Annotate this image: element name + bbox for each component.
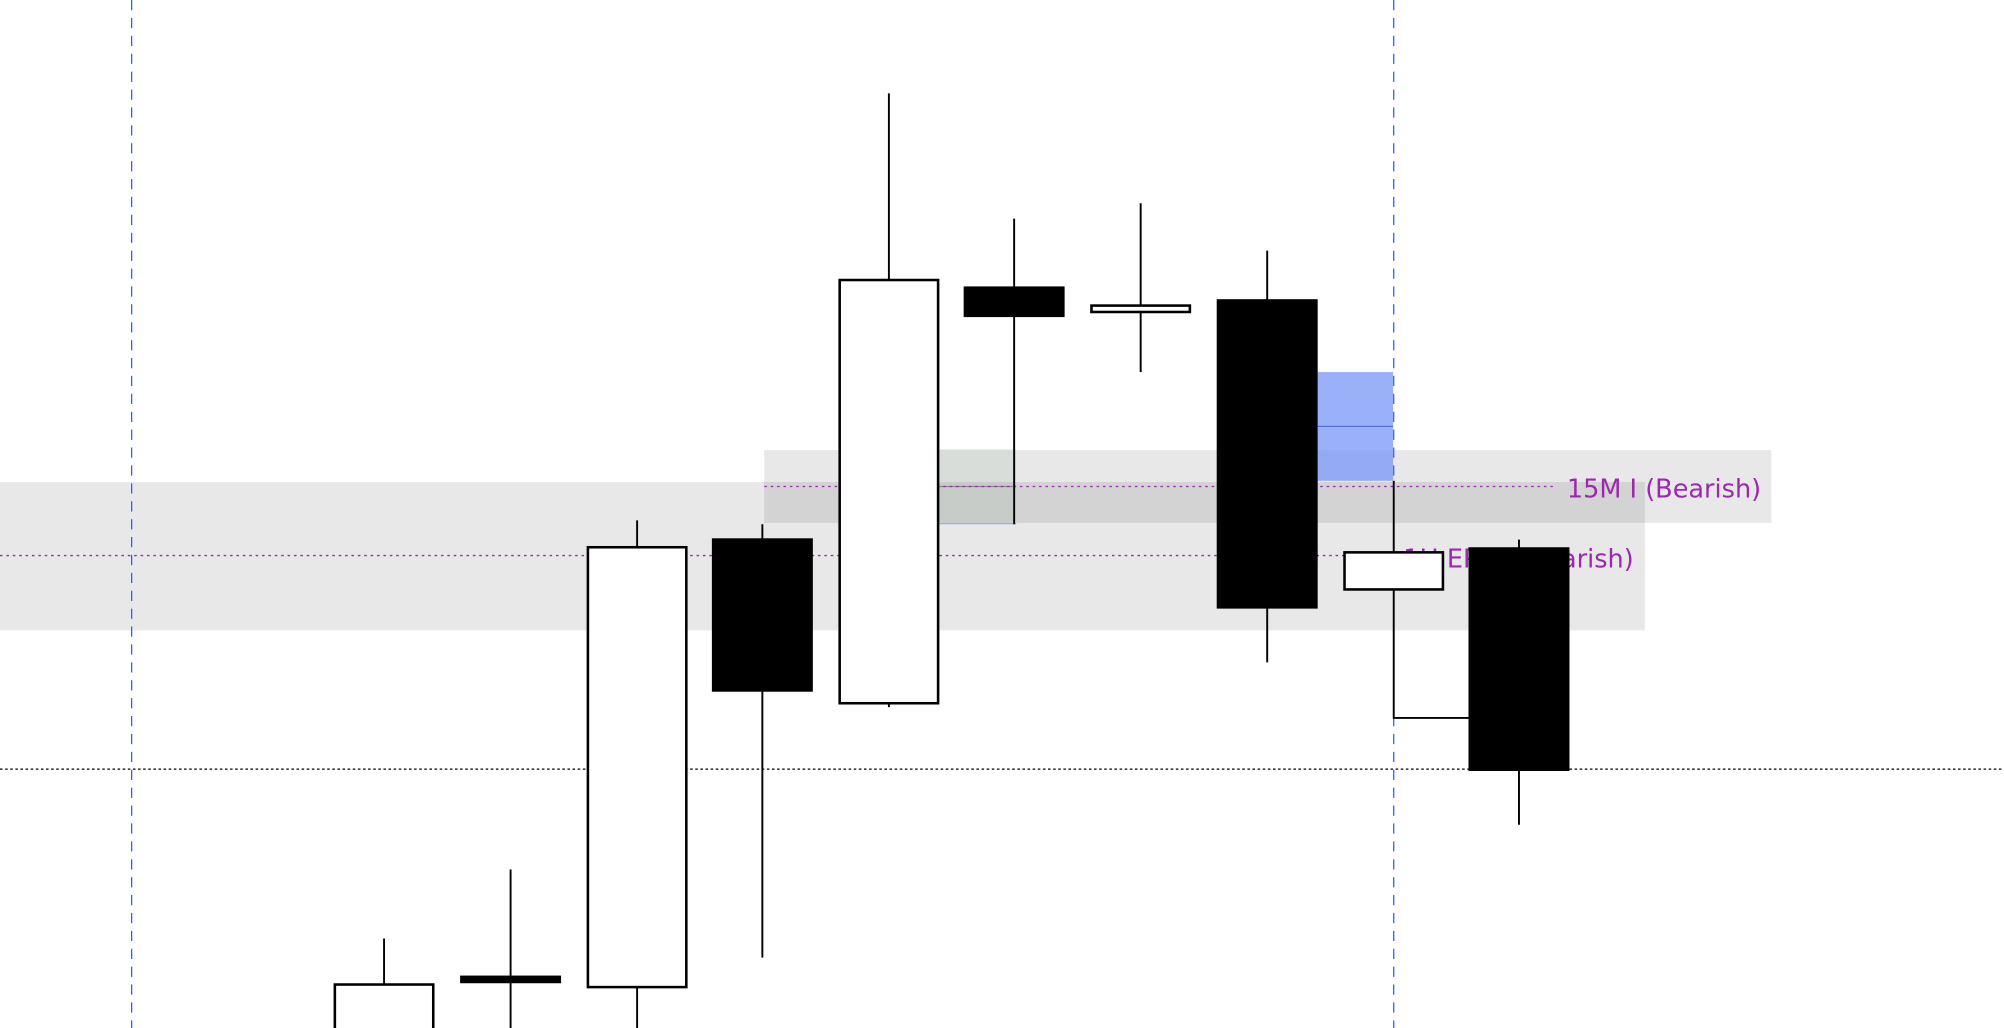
- candle-body-bullish: [333, 983, 435, 1028]
- candle-body-bullish: [838, 278, 940, 705]
- candle-body-bearish: [711, 538, 813, 692]
- candle-body-bearish: [460, 975, 562, 984]
- candle-body-bearish: [1216, 299, 1318, 609]
- candles-layer: [333, 93, 1570, 1028]
- zone-15m-label: 15M I (Bearish): [1567, 474, 1761, 504]
- candle-body-bullish: [1343, 551, 1445, 591]
- candle-body-bullish: [586, 545, 688, 989]
- candle-body-bullish: [1090, 304, 1192, 314]
- candle-body-bearish: [963, 286, 1065, 318]
- candle-body-bearish: [1468, 547, 1570, 771]
